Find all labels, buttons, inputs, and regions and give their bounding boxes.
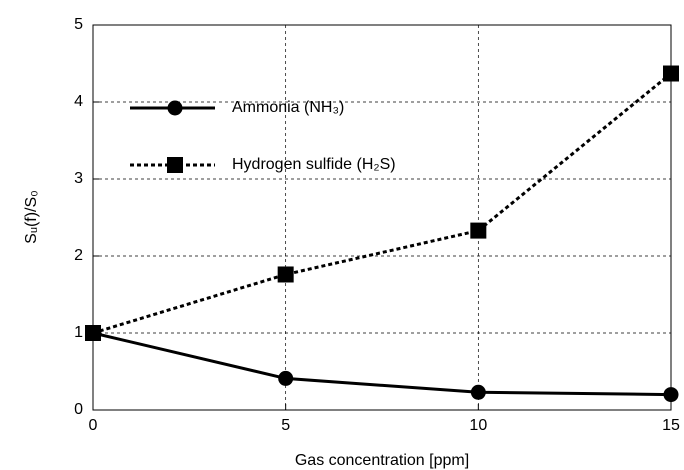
marker: [85, 325, 101, 341]
x-tick-label: 15: [662, 417, 680, 434]
legend-label: Hydrogen sulfide (H₂S): [232, 156, 396, 173]
legend-label: Ammonia (NH₃): [232, 99, 344, 116]
y-tick-label: 0: [74, 401, 83, 418]
y-tick-label: 5: [74, 16, 83, 33]
y-tick-label: 4: [74, 93, 83, 110]
x-tick-label: 0: [89, 417, 98, 434]
x-tick-label: 5: [281, 417, 290, 434]
plot-frame: [92, 24, 672, 411]
series-line: [92, 331, 672, 397]
marker: [278, 370, 294, 386]
marker: [277, 266, 294, 283]
y-axis-label: Sᵤ(f)/S₀: [23, 190, 40, 244]
marker: [167, 157, 183, 173]
y-tick-label: 2: [74, 247, 83, 264]
y-tick-label: 3: [74, 170, 83, 187]
y-tick-label: 1: [74, 324, 83, 341]
marker: [470, 384, 486, 400]
marker: [470, 222, 487, 239]
marker: [663, 387, 679, 403]
marker: [167, 100, 183, 116]
marker: [663, 65, 679, 82]
x-tick-label: 10: [469, 417, 487, 434]
x-axis-label: Gas concentration [ppm]: [295, 452, 469, 469]
series-line: [92, 72, 672, 335]
